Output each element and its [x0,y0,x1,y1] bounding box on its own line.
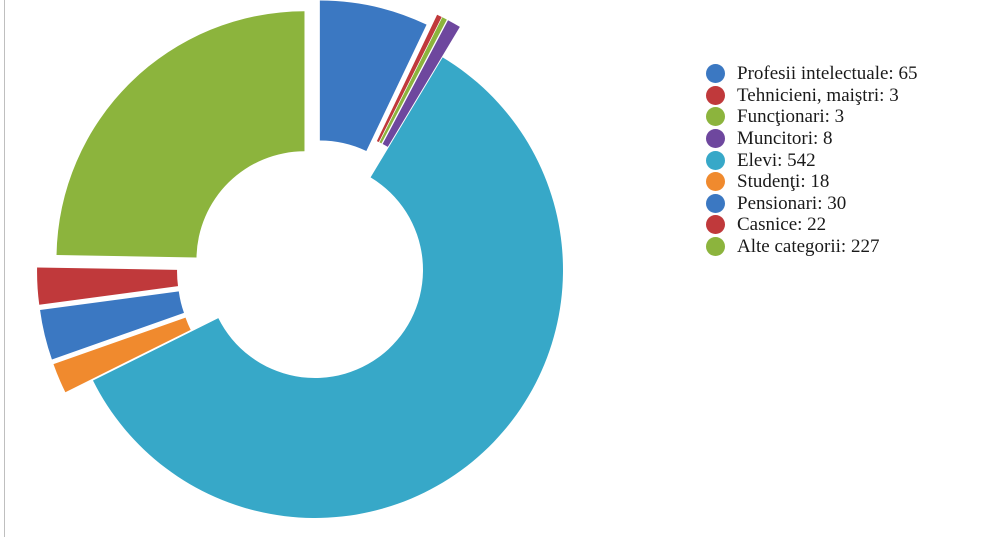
legend-label: Profesii intelectuale: 65 [737,63,918,85]
legend-swatch [706,64,725,84]
slice-casnice [37,267,179,305]
donut-slices [37,0,563,518]
slice-studenti [53,317,191,393]
legend-label: Elevi: 542 [737,149,816,171]
legend: Profesii intelectuale: 65 Tehnicieni, mai… [706,63,917,257]
legend-item-alte-categorii: Alte categorii: 227 [706,236,917,258]
legend-label: Tehnicieni, maiştri: 3 [737,84,899,106]
legend-swatch [706,129,725,149]
legend-item-tehnicieni-maistri: Tehnicieni, maiştri: 3 [706,85,917,107]
legend-item-pensionari: Pensionari: 30 [706,193,917,215]
legend-item-studenti: Studenţi: 18 [706,171,917,193]
legend-label: Alte categorii: 227 [737,236,880,258]
legend-label: Muncitori: 8 [737,128,833,150]
legend-item-profesii-intelectuale: Profesii intelectuale: 65 [706,63,917,85]
slice-pensionari [40,291,184,360]
slice-muncitori [382,20,460,147]
legend-item-functionari: Funcţionari: 3 [706,106,917,128]
legend-label: Casnice: 22 [737,214,827,236]
legend-item-casnice: Casnice: 22 [706,214,917,236]
legend-swatch [706,85,725,105]
slice-profesii-intelectuale [319,0,427,152]
legend-label: Pensionari: 30 [737,192,847,214]
legend-label: Studenţi: 18 [737,171,830,193]
slice-tehnicieni-maistri [376,14,442,143]
legend-swatch [706,237,725,257]
legend-swatch [706,215,725,235]
chart-border [4,0,5,537]
legend-item-muncitori: Muncitori: 8 [706,128,917,150]
slice-functionari [379,17,447,144]
slice-alte-categorii [56,11,305,258]
legend-swatch [706,150,725,170]
legend-label: Funcţionari: 3 [737,106,845,128]
slice-elevi [92,57,563,518]
legend-swatch [706,107,725,127]
legend-swatch [706,193,725,213]
legend-swatch [706,172,725,192]
legend-item-elevi: Elevi: 542 [706,149,917,171]
